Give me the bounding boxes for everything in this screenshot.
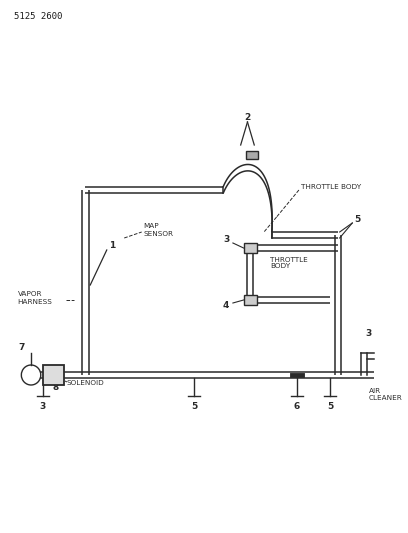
Text: 4: 4 xyxy=(223,301,229,310)
Text: 2: 2 xyxy=(244,112,251,122)
Text: SOLENOID: SOLENOID xyxy=(67,380,105,386)
Text: 5: 5 xyxy=(327,402,333,411)
Text: 5: 5 xyxy=(191,402,197,411)
Text: AIR
CLEANER: AIR CLEANER xyxy=(369,388,403,401)
Bar xyxy=(246,151,258,159)
Text: 5125 2600: 5125 2600 xyxy=(13,12,62,21)
Text: THROTTLE
BODY: THROTTLE BODY xyxy=(270,256,308,270)
Bar xyxy=(244,243,257,253)
Circle shape xyxy=(21,365,41,385)
Text: VAPOR
HARNESS: VAPOR HARNESS xyxy=(18,292,52,304)
Text: 3: 3 xyxy=(223,236,229,245)
Text: MAP
SENSOR: MAP SENSOR xyxy=(144,223,174,237)
Text: 5: 5 xyxy=(354,215,360,224)
Text: 3: 3 xyxy=(366,328,372,337)
Bar xyxy=(244,295,257,305)
Text: 3: 3 xyxy=(40,402,46,411)
Text: 6: 6 xyxy=(294,402,300,411)
Text: 8: 8 xyxy=(52,383,58,392)
Text: THROTTLE BODY: THROTTLE BODY xyxy=(301,184,361,190)
Bar xyxy=(43,365,64,385)
Text: 7: 7 xyxy=(18,343,24,351)
Text: 1: 1 xyxy=(109,240,116,249)
